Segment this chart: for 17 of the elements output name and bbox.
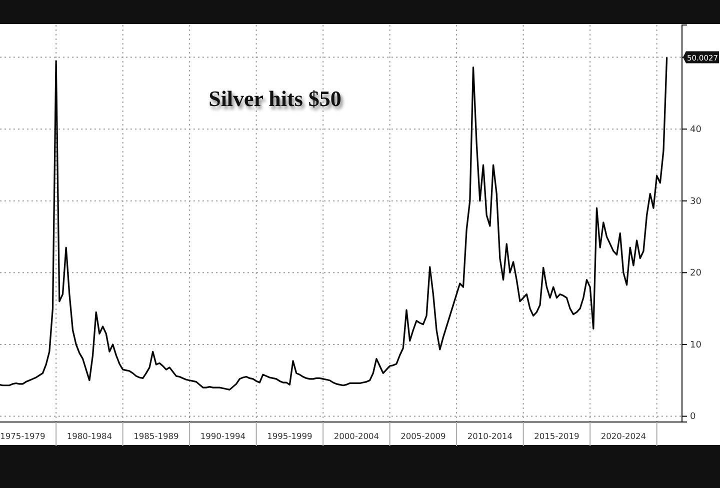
x-tick-label: 1985-1989 <box>134 430 179 441</box>
line-series <box>0 56 668 390</box>
x-tick-label: 1975-1979 <box>0 430 46 441</box>
x-tick-label: 2010-2014 <box>467 430 513 441</box>
y-tick-label: 0 <box>690 412 696 422</box>
y-tick-label: 20 <box>690 268 702 279</box>
x-tick-label: 2020-2024 <box>600 430 646 441</box>
x-tick-label: 2015-2019 <box>534 430 580 441</box>
x-tick-label: 2000-2004 <box>334 430 380 441</box>
y-tick-label: 30 <box>690 196 702 207</box>
y-tick-label: 10 <box>690 340 702 350</box>
x-tick-label: 1990-1994 <box>200 430 246 441</box>
y-tick-label: 40 <box>690 124 702 135</box>
x-tick-label: 1980-1984 <box>66 430 112 441</box>
x-tick-label: 2005-2009 <box>400 430 446 441</box>
x-tick-label: 1995-1999 <box>267 430 312 441</box>
text: Silver hits $50 <box>208 86 342 111</box>
